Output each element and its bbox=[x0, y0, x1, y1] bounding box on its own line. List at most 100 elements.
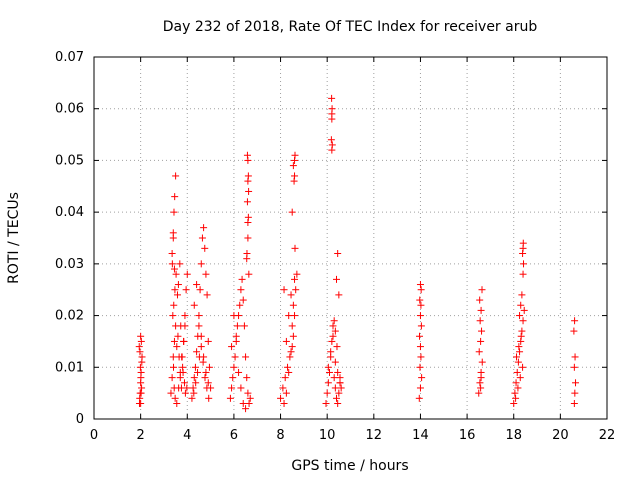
data-point bbox=[515, 343, 523, 351]
data-point bbox=[246, 394, 254, 402]
data-point bbox=[200, 224, 208, 232]
data-point bbox=[237, 286, 245, 294]
data-point bbox=[330, 317, 338, 325]
data-point bbox=[245, 187, 253, 195]
data-point bbox=[516, 374, 524, 382]
data-point bbox=[198, 234, 206, 242]
data-point bbox=[194, 368, 202, 376]
data-point bbox=[230, 363, 238, 371]
data-point bbox=[242, 405, 250, 413]
data-point bbox=[174, 281, 182, 289]
data-point bbox=[170, 208, 178, 216]
data-point bbox=[244, 172, 252, 180]
x-tick-label: 14 bbox=[412, 428, 429, 443]
data-point bbox=[475, 348, 483, 356]
data-point bbox=[244, 218, 252, 226]
data-point bbox=[170, 265, 178, 273]
data-point bbox=[417, 286, 425, 294]
data-point bbox=[520, 260, 528, 268]
data-point bbox=[571, 353, 579, 361]
data-point bbox=[518, 327, 526, 335]
data-point bbox=[416, 296, 424, 304]
y-tick-label: 0.07 bbox=[55, 50, 84, 65]
data-point bbox=[205, 394, 213, 402]
data-point bbox=[175, 384, 183, 392]
data-point bbox=[244, 234, 252, 242]
y-tick-label: 0 bbox=[76, 412, 84, 427]
data-point bbox=[231, 353, 239, 361]
data-point bbox=[240, 322, 248, 330]
data-point bbox=[203, 291, 211, 299]
x-ticks: 0 2 4 6 8 10 12 14 16 18 20 22 bbox=[90, 57, 615, 443]
data-point bbox=[190, 389, 198, 397]
data-point bbox=[193, 348, 201, 356]
data-point bbox=[204, 379, 212, 387]
data-point bbox=[235, 368, 243, 376]
data-point bbox=[519, 317, 527, 325]
data-point bbox=[168, 374, 176, 382]
data-point bbox=[180, 337, 188, 345]
data-point bbox=[416, 384, 424, 392]
data-point bbox=[475, 389, 483, 397]
x-tick-label: 20 bbox=[552, 428, 569, 443]
data-point bbox=[512, 394, 520, 402]
data-point bbox=[416, 281, 424, 289]
data-point bbox=[196, 286, 204, 294]
data-point bbox=[291, 275, 299, 283]
data-point bbox=[510, 399, 518, 407]
data-point bbox=[572, 379, 580, 387]
data-point bbox=[288, 208, 296, 216]
data-point bbox=[138, 353, 146, 361]
data-point bbox=[328, 105, 336, 113]
x-tick-label: 10 bbox=[319, 428, 336, 443]
data-point bbox=[188, 394, 196, 402]
data-point bbox=[570, 327, 578, 335]
data-point bbox=[168, 250, 176, 258]
data-point bbox=[239, 399, 247, 407]
data-point bbox=[334, 399, 342, 407]
data-point bbox=[477, 306, 485, 314]
data-point bbox=[204, 337, 212, 345]
data-point bbox=[169, 312, 177, 320]
data-point bbox=[137, 374, 145, 382]
plot-frame bbox=[93, 56, 608, 420]
y-axis-label: ROTI / TECUs bbox=[6, 192, 22, 284]
data-point bbox=[279, 384, 287, 392]
data-point bbox=[571, 317, 579, 325]
data-point bbox=[170, 301, 178, 309]
data-point bbox=[282, 337, 290, 345]
data-point bbox=[418, 374, 426, 382]
x-tick-label: 16 bbox=[459, 428, 476, 443]
data-point bbox=[176, 368, 184, 376]
data-point bbox=[289, 162, 297, 170]
data-point bbox=[136, 363, 144, 371]
data-point bbox=[245, 270, 253, 278]
data-point bbox=[137, 332, 145, 340]
data-point bbox=[229, 374, 237, 382]
data-point bbox=[191, 363, 199, 371]
data-point bbox=[197, 332, 205, 340]
data-point bbox=[228, 343, 236, 351]
data-point bbox=[236, 301, 244, 309]
x-tick-label: 18 bbox=[505, 428, 522, 443]
data-point bbox=[291, 244, 299, 252]
data-point bbox=[195, 322, 203, 330]
data-point bbox=[285, 368, 293, 376]
data-point bbox=[335, 291, 343, 299]
data-point bbox=[288, 322, 296, 330]
data-point bbox=[172, 270, 180, 278]
data-point bbox=[286, 353, 294, 361]
x-tick-label: 8 bbox=[276, 428, 284, 443]
data-point bbox=[182, 286, 190, 294]
data-point bbox=[516, 348, 524, 356]
data-point bbox=[517, 301, 525, 309]
data-point bbox=[333, 394, 341, 402]
data-point bbox=[284, 363, 292, 371]
data-point bbox=[415, 394, 423, 402]
data-point bbox=[280, 399, 288, 407]
data-point bbox=[416, 332, 424, 340]
data-point bbox=[242, 353, 250, 361]
x-tick-label: 4 bbox=[183, 428, 191, 443]
data-point bbox=[137, 389, 145, 397]
data-point bbox=[178, 353, 186, 361]
